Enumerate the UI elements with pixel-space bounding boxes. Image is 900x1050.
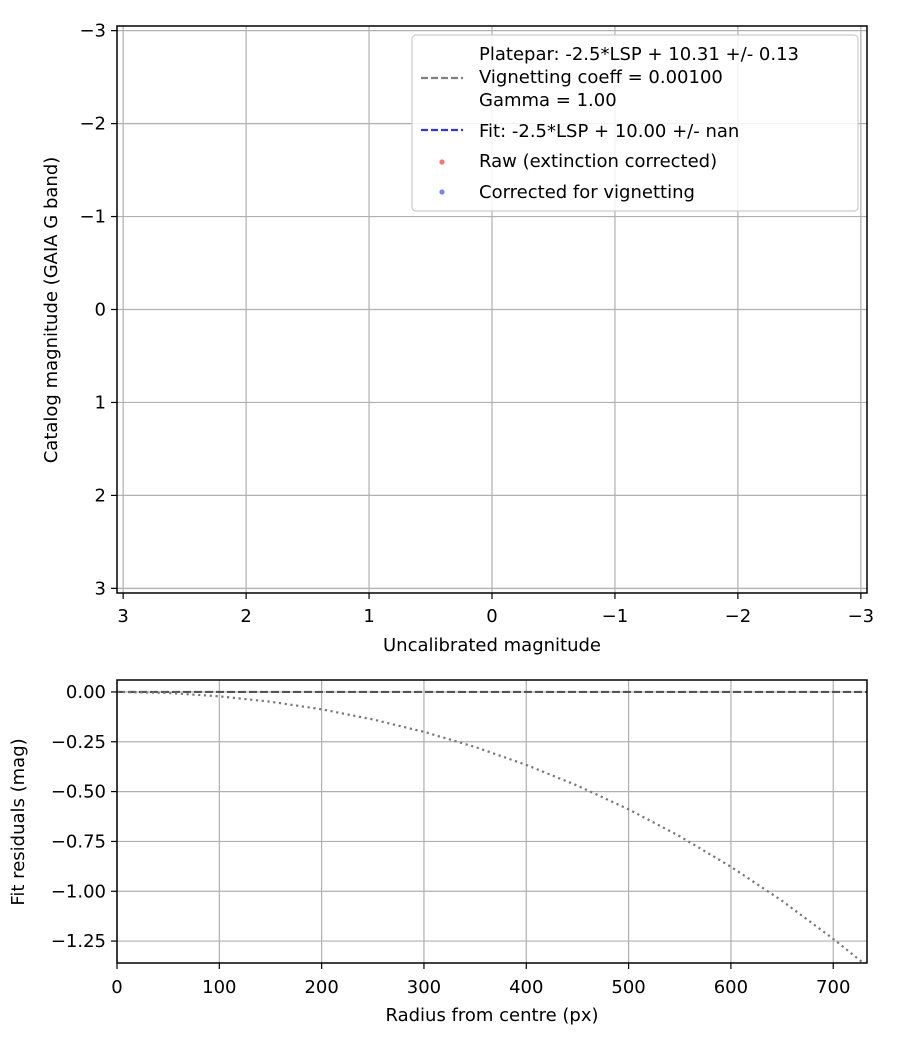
top-y-axis-label: Catalog magnitude (GAIA G band) xyxy=(41,157,62,464)
bottom-x-axis-label: Radius from centre (px) xyxy=(385,1005,598,1026)
bottom-series xyxy=(117,690,867,963)
top-x-tick-label: 2 xyxy=(240,606,251,627)
bottom-y-tick-label: −0.50 xyxy=(51,782,106,803)
top-x-tick-label: 3 xyxy=(117,606,128,627)
top-y-tick-label: 1 xyxy=(95,392,106,413)
bottom-y-axis-label: Fit residuals (mag) xyxy=(8,738,29,905)
vignetting-curve xyxy=(117,690,866,963)
bottom-y-tick-label: −1.25 xyxy=(51,931,106,952)
top-y-tick-label: −2 xyxy=(79,114,106,135)
top-x-axis-label: Uncalibrated magnitude xyxy=(383,635,601,656)
legend: Platepar: -2.5*LSP + 10.31 +/- 0.13 Vign… xyxy=(411,34,859,212)
top-x-tick-label: −2 xyxy=(725,606,752,627)
legend-raw-label: Raw (extinction corrected) xyxy=(479,151,717,172)
bottom-y-tick-label: −0.75 xyxy=(51,831,106,852)
bottom-y-tick-label: −1.00 xyxy=(51,881,106,902)
residuals-plot: 0 100 200 300 400 500 600 700 0.00 −0.25 −0.50 −0.7… xyxy=(8,679,868,1026)
bottom-x-tick-label: 600 xyxy=(714,977,748,998)
legend-box xyxy=(411,34,859,212)
legend-platepar-label: Platepar: -2.5*LSP + 10.31 +/- 0.13 xyxy=(479,44,799,65)
bottom-y-tick-label: 0.00 xyxy=(66,682,106,703)
bottom-x-tick-label: 0 xyxy=(111,977,122,998)
legend-gamma-label: Gamma = 1.00 xyxy=(479,90,617,111)
top-gridlines xyxy=(117,26,867,593)
legend-corrected-label: Corrected for vignetting xyxy=(479,182,695,203)
top-x-tick-label: −3 xyxy=(848,606,875,627)
top-y-tick-label: 3 xyxy=(95,578,106,599)
bottom-x-tick-label: 400 xyxy=(509,977,543,998)
top-y-tick-label: −1 xyxy=(79,207,106,228)
bottom-y-tick-label: −0.25 xyxy=(51,732,106,753)
top-x-tick-label: 0 xyxy=(486,606,497,627)
magnitude-plot: 3 2 1 0 −1 −2 −3 −3 −2 −1 0 1 2 3 Uncalibrated magnit… xyxy=(41,21,874,656)
bottom-x-tick-label: 300 xyxy=(407,977,441,998)
bottom-x-tick-label: 500 xyxy=(611,977,645,998)
legend-vignetting-label: Vignetting coeff = 0.00100 xyxy=(479,67,723,88)
top-y-tick-label: 0 xyxy=(95,300,106,321)
bottom-ticks: 0 100 200 300 400 500 600 700 0.00 −0.25 −0.50 −0.7… xyxy=(51,682,851,998)
bottom-plot-frame xyxy=(116,679,868,964)
top-y-tick-label: 2 xyxy=(95,485,106,506)
top-ticks: 3 2 1 0 −1 −2 −3 −3 −2 −1 0 1 2 3 xyxy=(79,21,874,627)
top-x-tick-label: 1 xyxy=(363,606,374,627)
bottom-x-tick-label: 200 xyxy=(304,977,338,998)
legend-corrected-marker xyxy=(439,189,445,195)
legend-fit-label: Fit: -2.5*LSP + 10.00 +/- nan xyxy=(479,121,739,142)
top-y-tick-label: −3 xyxy=(79,21,106,42)
bottom-gridlines xyxy=(116,680,867,963)
top-plot-frame xyxy=(116,25,868,594)
bottom-x-tick-label: 700 xyxy=(816,977,850,998)
legend-raw-marker xyxy=(439,159,445,165)
bottom-x-tick-label: 100 xyxy=(202,977,236,998)
top-x-tick-label: −1 xyxy=(602,606,629,627)
